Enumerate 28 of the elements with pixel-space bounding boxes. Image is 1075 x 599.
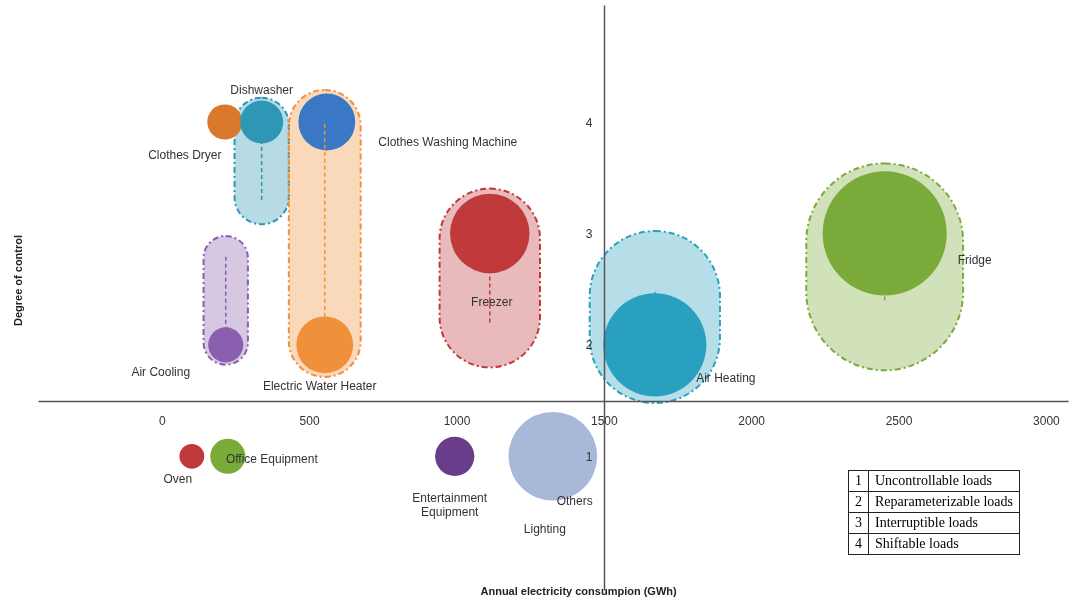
x-axis-title: Annual electricity consumpion (GWh) xyxy=(480,584,678,597)
x-tick-label: 0 xyxy=(158,413,166,428)
series-label: Air Cooling xyxy=(131,364,191,379)
series-label: Clothes Dryer xyxy=(148,148,222,162)
annotation: 2 Reparameterizable loads xyxy=(854,493,1014,511)
series-label: Electric Water Heater xyxy=(262,378,377,393)
x-tick-label: 3000 xyxy=(1033,413,1061,428)
text: Freezer xyxy=(471,295,513,310)
y-tick-label: 4 xyxy=(585,115,593,130)
text: Clothes Washing Machine xyxy=(378,135,518,149)
x-tick-label: 1000 xyxy=(443,413,471,428)
annotation: 3 Interruptible loads xyxy=(854,514,980,532)
series-label: Fridge xyxy=(957,253,993,268)
x-tick-label: 500 xyxy=(299,413,320,428)
series-label: Lighting xyxy=(523,522,566,537)
x-tick-label: 2000 xyxy=(738,413,766,428)
y-tick-label: 1 xyxy=(585,449,593,464)
y-tick-label: 2 xyxy=(585,338,593,353)
x-tick-label: 2500 xyxy=(885,413,913,428)
annotation: 4 Shiftable loads xyxy=(854,535,960,553)
annotation: 1 Uncontrollable loads xyxy=(854,472,994,490)
series-label: Oven xyxy=(163,472,193,487)
y-tick-label: 3 xyxy=(585,226,593,241)
y-axis-title: Degree of control xyxy=(11,234,24,327)
series-label: Dishwasher xyxy=(230,83,294,97)
series-label: Air Heating xyxy=(696,370,756,385)
annotation: Others xyxy=(556,493,593,508)
text: Entertainment Equipment xyxy=(412,491,488,520)
